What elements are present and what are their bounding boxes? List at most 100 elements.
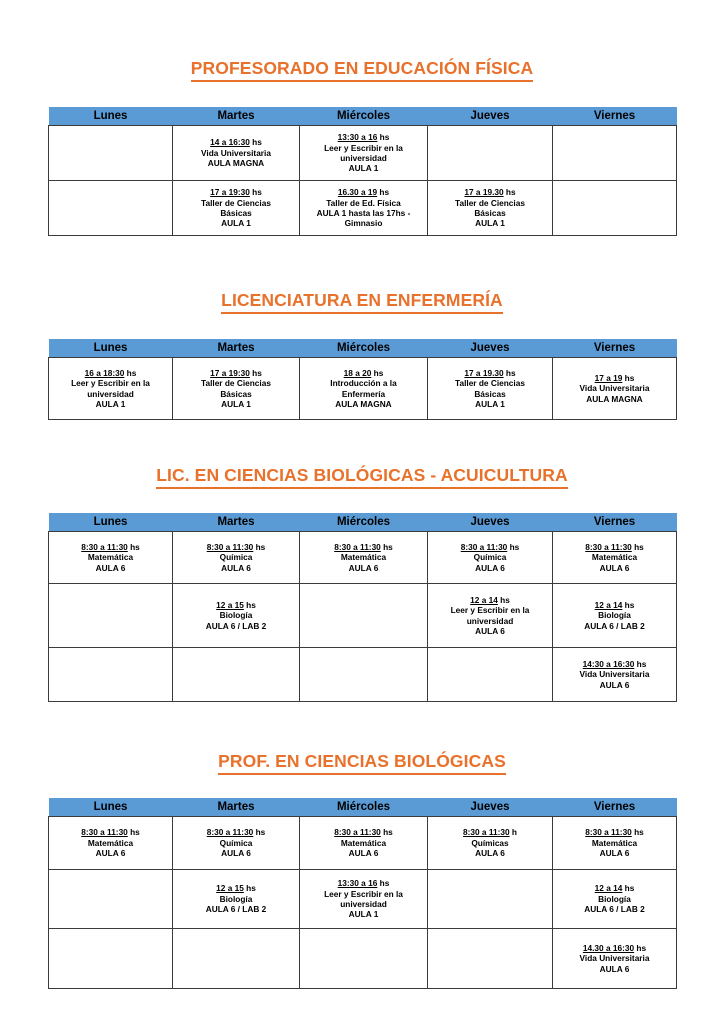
schedule-cell-miercoles: 13:30 a 16 hs Leer y Escribir en la univer… [299, 125, 428, 181]
time-range: 14:30 a 16:30 [582, 658, 635, 669]
schedule-cell-empty-martes [172, 647, 300, 702]
schedule-time: 8:30 a 11:30 hs [81, 541, 140, 552]
schedule-cell-empty-lunes [48, 583, 173, 648]
schedule-cell-viernes: 12 a 14 hs Biología AULA 6 / LAB 2 [552, 869, 677, 929]
schedule-detail: Básicas [474, 388, 506, 399]
schedule-detail: AULA 6 [95, 562, 126, 573]
schedule-cell-empty-lunes [48, 647, 173, 702]
schedule-detail: Biología [219, 610, 253, 621]
schedule-detail: Taller de Ciencias [455, 378, 525, 389]
time-range: 8:30 a 11:30 [81, 827, 128, 838]
schedule-cell-empty-jueves [427, 647, 553, 702]
time-range: 8:30 a 11:30 [463, 827, 510, 838]
table-row: 14:30 a 16:30 hs Vida Universitaria AULA 6 [48, 647, 677, 702]
schedule-cell-empty-lunes [48, 869, 173, 929]
schedule-cell-empty-lunes [48, 125, 173, 181]
schedule-detail: Introducción a la [330, 378, 397, 389]
schedule-detail: Matemática [591, 552, 638, 563]
column-header-miercoles: Miércoles [299, 798, 428, 817]
table-row: 14.30 a 16:30 hs Vida Universitaria AULA 6 [48, 928, 677, 989]
schedule-detail: Taller de Ciencias [201, 378, 271, 389]
schedule-cell-viernes: 14.30 a 16:30 hs Vida Universitaria AULA 6 [552, 928, 677, 989]
column-header-viernes: Viernes [552, 107, 677, 126]
time-range: 18 a 20 [343, 367, 372, 378]
schedule-cell-martes: 14 a 16:30 hs Vida Universitaria AULA MAGN… [172, 125, 300, 181]
schedule-cell-empty-miercoles [299, 583, 428, 648]
table-row: 14 a 16:30 hs Vida Universitaria AULA MAGN… [48, 125, 677, 181]
schedule-time: 8:30 a 11:30 hs [206, 541, 266, 552]
section-title-3-text: LIC. EN CIENCIAS BIOLÓGICAS - ACUICULTUR… [156, 465, 568, 489]
schedule-detail: Leer y Escribir en la [71, 378, 150, 389]
time-range: 13:30 a 16 [337, 878, 378, 889]
schedule-detail: Básicas [220, 388, 252, 399]
schedule-detail: AULA 6 [348, 848, 379, 859]
schedule-detail: Matemática [340, 837, 387, 848]
schedule-detail: AULA 6 [475, 562, 505, 573]
schedule-time: 17 a 19:30 hs [210, 187, 262, 198]
schedule-detail: Químicas [471, 837, 509, 848]
schedule-detail: universidad [340, 899, 387, 909]
schedule-cell-empty-miercoles [299, 647, 428, 702]
schedule-cell-viernes: 17 a 19 hs Vida Universitaria AULA MAGNA [552, 357, 677, 420]
schedule-detail: universidad [87, 388, 134, 399]
schedule-time: 8:30 a 11:30 hs [460, 541, 520, 552]
schedule-time: 14:30 a 16:30 hs [582, 658, 647, 669]
table-row: 16 a 18:30 hs Leer y Escribir en la univer… [48, 357, 677, 420]
schedule-time: 14 a 16:30 hs [210, 137, 262, 148]
schedule-cell-martes: 17 a 19:30 hs Taller de Ciencias Básicas AU… [172, 357, 300, 420]
time-range: 14 a 16:30 [210, 137, 250, 148]
time-range: 8:30 a 11:30 [334, 541, 381, 552]
schedule-cell-empty-lunes [48, 180, 173, 236]
time-range: 12 a 14 [470, 594, 498, 605]
time-range: 12 a 14 [594, 883, 623, 894]
schedule-detail: AULA 1 [95, 398, 126, 409]
schedule-detail: AULA 6 [599, 562, 630, 573]
time-range: 8:30 a 11:30 [585, 827, 632, 838]
schedule-detail: Enfermería [341, 388, 386, 399]
schedule-time: 17 a 19.30 hs [464, 367, 516, 378]
schedule-detail: Leer y Escribir en la [450, 605, 530, 616]
time-range: 17 a 19:30 [210, 367, 250, 378]
table-row: 8:30 a 11:30 hs Matemática AULA 6 8:30 a 11… [48, 531, 677, 584]
schedule-detail: AULA 6 [475, 625, 505, 636]
schedule-time: 13:30 a 16 hs [337, 132, 390, 143]
schedule-cell-empty-jueves [427, 928, 553, 989]
schedule-detail: AULA 6 / LAB 2 [584, 620, 645, 631]
schedule-detail: Taller de Ed. Física [326, 197, 401, 208]
section-title-1-text: PROFESORADO EN EDUCACIÓN FÍSICA [190, 58, 534, 82]
section-title-3: LIC. EN CIENCIAS BIOLÓGICAS - ACUICULTUR… [0, 465, 724, 489]
column-header-jueves: Jueves [427, 513, 553, 532]
time-range: 17 a 19:30 [210, 187, 250, 198]
time-range: 16 a 18:30 [84, 367, 125, 378]
schedule-time: 17 a 19:30 hs [210, 367, 262, 378]
schedule-cell-jueves: 12 a 14 hs Leer y Escribir en la universid… [427, 583, 553, 648]
schedule-time: 8:30 a 11:30 hs [334, 541, 393, 552]
column-header-martes: Martes [172, 339, 300, 358]
schedule-detail: AULA 6 / LAB 2 [584, 904, 645, 915]
schedule-cell-lunes: 16 a 18:30 hs Leer y Escribir en la univer… [48, 357, 173, 420]
column-header-martes: Martes [172, 798, 300, 817]
time-range: 8:30 a 11:30 [206, 827, 254, 838]
time-range: 12 a 15 [216, 883, 244, 894]
schedule-detail: Química [473, 552, 507, 563]
schedule-detail: AULA MAGNA [335, 398, 392, 409]
schedule-time: 17 a 19.30 hs [464, 187, 516, 198]
schedule-detail: AULA 6 / LAB 2 [205, 620, 267, 631]
schedule-cell-empty-jueves [427, 869, 553, 929]
schedule-cell-lunes: 8:30 a 11:30 hs Matemática AULA 6 [48, 531, 173, 584]
time-range: 8:30 a 11:30 [460, 541, 508, 552]
schedule-cell-miercoles: 16.30 a 19 hs Taller de Ed. Física AULA 1 … [299, 180, 428, 236]
table-body: 8:30 a 11:30 hs Matemática AULA 6 8:30 a 11… [48, 816, 677, 989]
table-row: 8:30 a 11:30 hs Matemática AULA 6 8:30 a 11… [48, 816, 677, 870]
column-header-miercoles: Miércoles [299, 513, 428, 532]
table-row: 17 a 19:30 hs Taller de Ciencias Básicas AU… [48, 180, 677, 236]
column-header-viernes: Viernes [552, 339, 677, 358]
schedule-detail: AULA 6 [599, 679, 630, 690]
schedule-detail: AULA MAGNA [207, 158, 265, 169]
schedule-detail: Taller de Ciencias [201, 197, 271, 208]
schedule-table-4: Lunes Martes Miércoles Jueves Viernes 8:… [48, 798, 677, 989]
schedule-cell-martes: 12 a 15 hs Biología AULA 6 / LAB 2 [172, 869, 300, 929]
table-header-row: Lunes Martes Miércoles Jueves Viernes [48, 513, 677, 532]
schedule-detail: AULA 1 [348, 909, 379, 920]
section-title-2-text: LICENCIATURA EN ENFERMERÍA [221, 290, 503, 314]
